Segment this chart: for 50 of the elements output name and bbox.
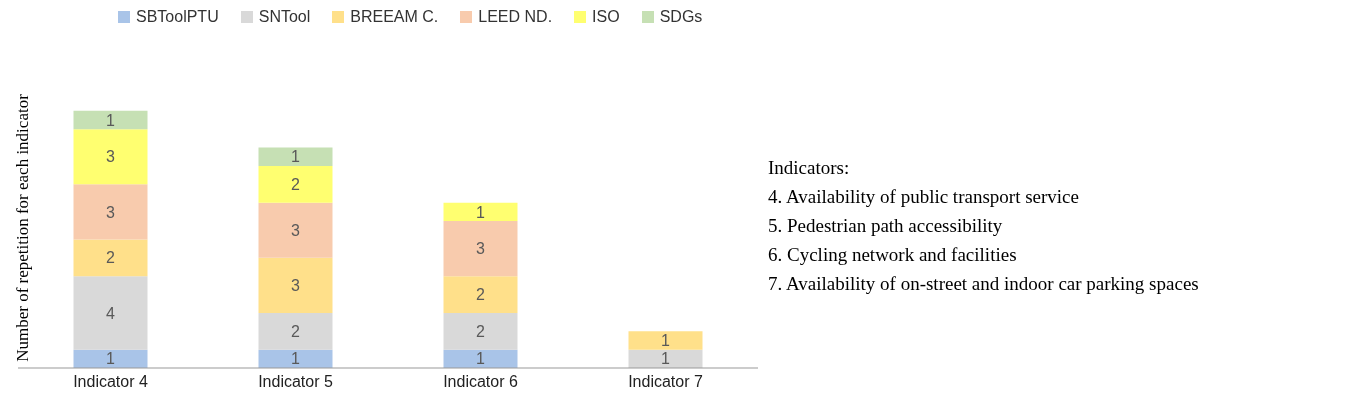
data-label: 3 xyxy=(106,203,116,221)
legend-label: ISO xyxy=(592,8,620,26)
text: 5. Pedestrian path accessibility xyxy=(768,214,1004,238)
bar xyxy=(73,276,148,350)
legend-label: SBToolPTU xyxy=(136,8,219,26)
x-tick-label: Indicator 6 xyxy=(443,373,518,391)
data-label: 2 xyxy=(476,286,486,304)
bar xyxy=(443,202,518,222)
data-label: 1 xyxy=(291,350,301,368)
data-label: 3 xyxy=(476,240,486,258)
bar xyxy=(73,184,148,240)
legend-label: SDGs xyxy=(659,8,703,26)
bar xyxy=(443,312,518,350)
data-label: 2 xyxy=(106,249,116,267)
x-tick-label: Indicator 5 xyxy=(258,373,333,391)
bar xyxy=(258,257,333,313)
legend-label: SNTool xyxy=(258,8,311,26)
legend-label: BREEAM C. xyxy=(350,8,439,26)
x-tick-label: Indicator 7 xyxy=(628,373,703,391)
data-label: 3 xyxy=(291,277,301,295)
text: 7. Availability of on-street and indoor car parking spaces xyxy=(768,272,1199,296)
text: 4. Availability of public transport service xyxy=(768,185,1080,209)
text: Indicators: xyxy=(768,156,851,180)
data-label: 1 xyxy=(291,148,301,166)
data-label: 2 xyxy=(476,322,486,340)
data-label: 3 xyxy=(291,221,301,239)
data-label: 1 xyxy=(661,332,671,350)
bar xyxy=(73,239,148,277)
data-label: 3 xyxy=(106,148,116,166)
data-label: 1 xyxy=(476,203,486,221)
y-axis-title: Number of repetition for each indicator xyxy=(13,94,33,362)
data-label: 2 xyxy=(291,176,301,194)
bar xyxy=(258,165,333,203)
data-label: 1 xyxy=(106,111,116,129)
data-label: 1 xyxy=(661,350,671,368)
bar xyxy=(628,331,703,350)
data-label: 2 xyxy=(291,322,301,340)
bar xyxy=(258,147,333,166)
bar xyxy=(73,129,148,185)
bar xyxy=(443,276,518,313)
data-label: 1 xyxy=(106,350,116,368)
bar xyxy=(258,202,333,258)
text: 6. Cycling network and facilities xyxy=(768,243,1018,267)
bar xyxy=(443,221,518,277)
legend-label: LEED ND. xyxy=(478,8,553,26)
data-label: 1 xyxy=(476,350,486,368)
data-label: 4 xyxy=(106,304,116,322)
bar xyxy=(73,110,148,130)
bar xyxy=(258,312,333,350)
x-tick-label: Indicator 4 xyxy=(73,373,148,391)
